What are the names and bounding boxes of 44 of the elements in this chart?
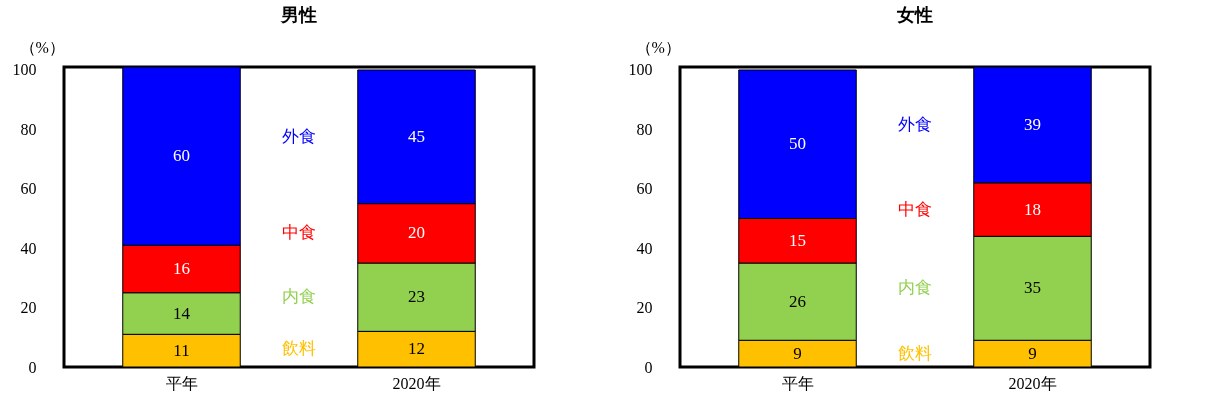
data-label: 12	[408, 339, 425, 359]
data-label: 18	[1024, 199, 1041, 219]
y-tick-label: 0	[28, 358, 37, 376]
y-tick-label: 0	[644, 358, 653, 376]
y-axis-title: （%）	[19, 38, 65, 56]
text: 内食	[282, 287, 316, 307]
y-axis-title: （%）	[635, 38, 681, 56]
y-tick-label: 20	[636, 299, 653, 317]
data-label: 60	[173, 146, 190, 166]
text: 中食	[898, 199, 932, 219]
data-label: 9	[1028, 343, 1037, 363]
text: 外食	[282, 126, 316, 146]
y-tick-label: 60	[636, 180, 653, 198]
chart-title: 男性	[280, 4, 317, 25]
y-tick-label: 60	[20, 180, 37, 198]
data-label: 11	[173, 340, 190, 360]
data-label: 45	[408, 126, 425, 146]
data-label: 39	[1024, 114, 1041, 134]
y-tick-label: 80	[636, 120, 653, 138]
data-label: 15	[789, 230, 806, 250]
data-label: 26	[789, 291, 806, 311]
data-label: 16	[173, 258, 190, 278]
data-label: 35	[1024, 278, 1041, 298]
data-label: 9	[793, 343, 802, 363]
y-tick-label: 40	[20, 239, 37, 257]
y-tick-label: 100	[628, 61, 653, 79]
y-tick-label: 20	[20, 299, 37, 317]
x-tick-label: 2020年	[1008, 374, 1057, 392]
data-label: 14	[173, 303, 191, 323]
data-label: 23	[408, 287, 425, 307]
chart-title: 女性	[896, 4, 933, 25]
x-tick-label: 平年	[781, 374, 814, 392]
x-tick-label: 平年	[165, 374, 198, 392]
data-label: 20	[408, 223, 425, 243]
y-tick-label: 80	[20, 120, 37, 138]
text: 飲料	[282, 339, 316, 359]
x-tick-label: 2020年	[392, 374, 441, 392]
y-tick-label: 100	[12, 61, 37, 79]
data-label: 50	[789, 134, 806, 154]
text: 飲料	[898, 343, 932, 363]
text: 外食	[898, 114, 932, 134]
text: 内食	[898, 278, 932, 298]
text: 中食	[282, 223, 316, 243]
y-tick-label: 40	[636, 239, 653, 257]
